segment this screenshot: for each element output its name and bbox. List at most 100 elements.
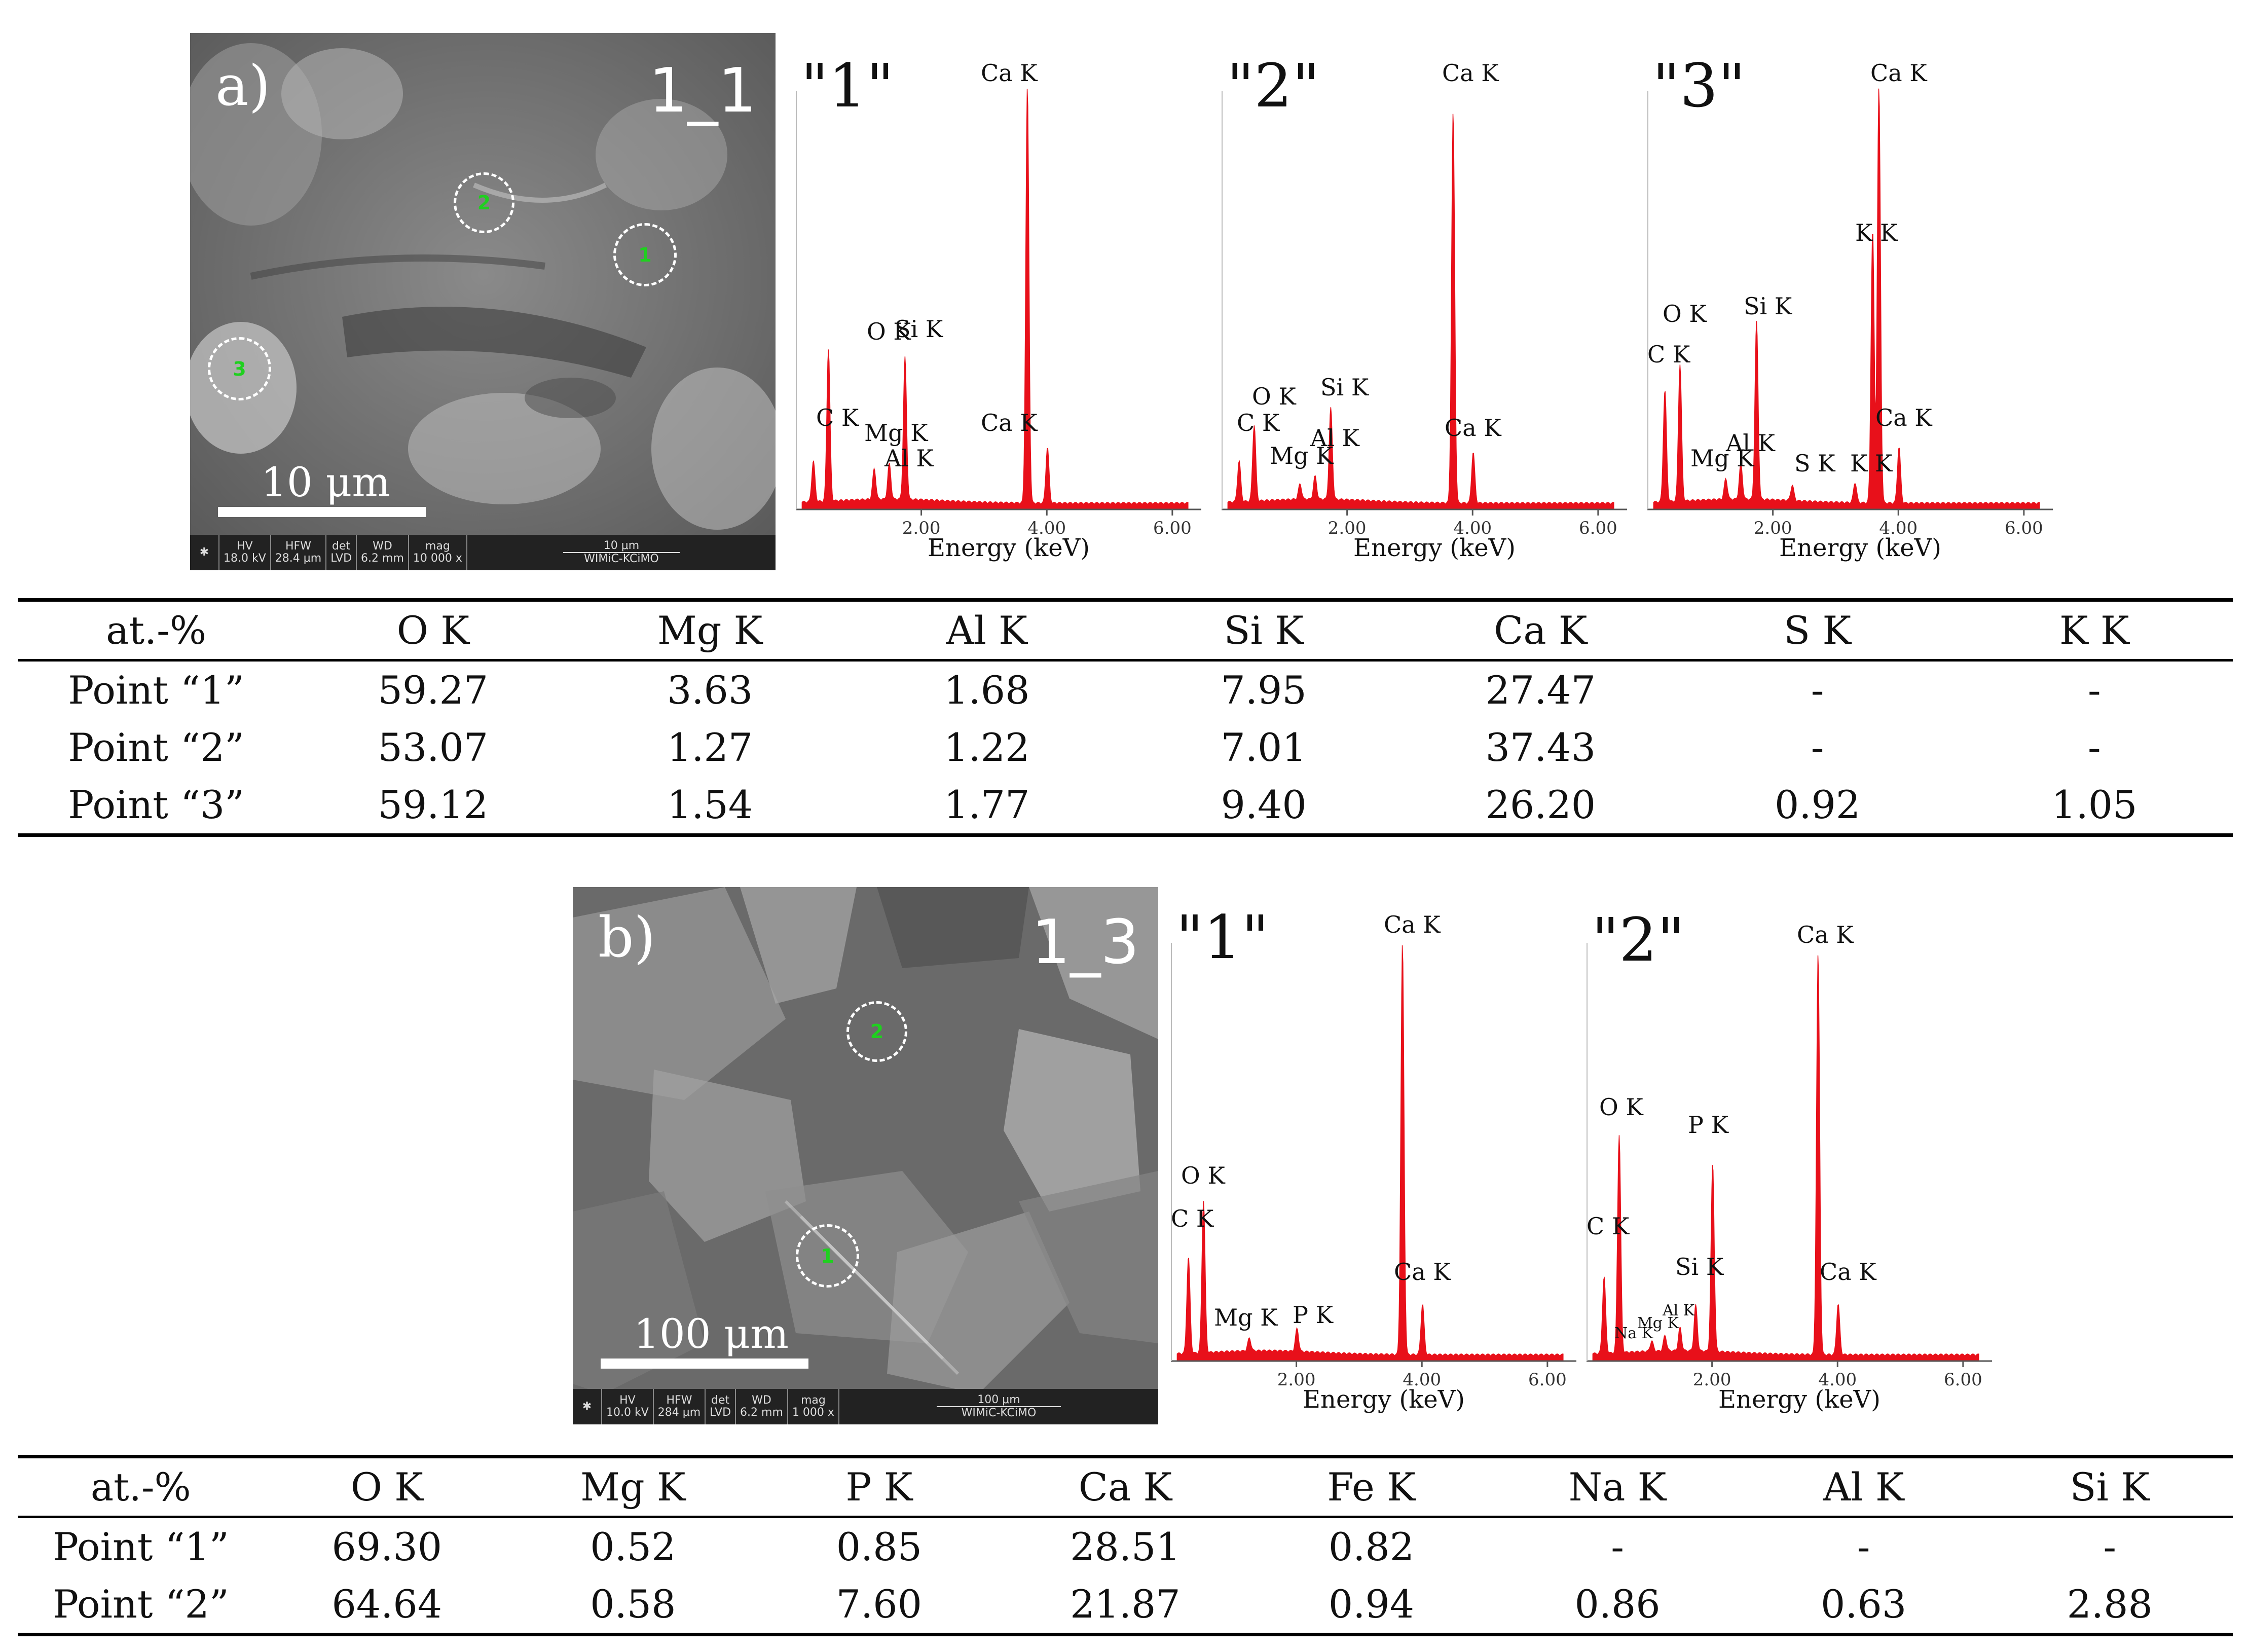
peak-label: Al K [884,445,935,472]
table-cell: 1.54 [571,776,849,837]
peak-label: O K [1252,383,1297,410]
table-cell: 3.63 [667,668,753,713]
table-cell: 7.01 [1221,725,1307,770]
table-header: Al K [848,598,1125,662]
info-det-label: det [332,540,351,553]
table-header: Ca K [1402,598,1679,662]
table-cell: 1.27 [667,725,753,770]
peak-label: Ca K [1445,414,1502,442]
composition-table: at.-% O K Mg K P K Ca K Fe K Na K Al K S… [18,1455,2233,1636]
peak-label: O K [1663,300,1707,327]
x-axis-label: Energy (keV) [928,534,1090,562]
table-cell: 59.27 [378,668,489,713]
table-row: Point “1” 59.27 3.63 1.68 7.95 27.47 - - [18,660,2233,719]
info-mag-label: mag [425,540,450,553]
scale-bar-label: 100 μm [634,1310,789,1357]
peak-label: Mg K [1270,442,1334,469]
eds-spectrum: 2.00 4.00 6.00 C K O K Na K Mg K Al K Si K P K Ca … [1587,892,1997,1419]
peak-label: K K [1850,450,1893,477]
info-wd: 6.2 mm [740,1406,783,1419]
table-cell: 1.05 [1956,776,2233,837]
x-tick-label: 6.00 [1944,1370,1982,1390]
eds-spectrum: 2.00 4.00 6.00 C K O K Mg K Al K Si K Ca K Ca K "1… [796,41,1206,568]
info-hfw-label: HFW [285,540,311,553]
point-marker-label: 2 [477,192,491,214]
spectrum-title: "2" [1227,51,1320,121]
info-org: WIMiC-KCiMO [961,1407,1037,1419]
x-axis-label: Energy (keV) [1718,1385,1881,1414]
table-cell: - [1611,1524,1624,1569]
info-wd-label: WD [752,1394,771,1407]
peak-label: P K [1293,1301,1334,1329]
info-bar: 10 μm [563,540,680,553]
point-marker: 2 [846,1001,907,1062]
point-marker: 1 [613,223,677,286]
x-tick-label: 2.00 [1277,1370,1316,1390]
scale-bar [218,507,426,517]
x-axis-label: Energy (keV) [1779,534,1942,562]
table-cell: Point “1” [68,668,245,713]
info-hfw-label: HFW [666,1394,692,1407]
table-cell: Point “3” [18,776,295,837]
peak-label: K K [1855,219,1898,246]
table-cell: 0.82 [1328,1524,1415,1569]
table-cell: Point “2” [68,725,245,770]
spectrum-plot: 2.00 4.00 6.00 C K O K Mg KAl K Si K Ca K Ca K [796,59,1201,538]
peak-label: Al K [1310,424,1360,452]
point-marker-label: 1 [638,243,652,266]
peak-label: Ca K [1394,1258,1451,1286]
scale-bar-label: 10 μm [261,459,391,506]
spectrum-title: "2" [1592,905,1685,975]
table-header: K K [1956,598,2233,662]
sem-image: a) 1_1 2 1 3 10 μm ✱ HV 18.0 kV HFW 28.4 μ… [190,33,776,570]
table-row: Point “1” 69.30 0.52 0.85 28.51 0.82 - -… [18,1517,2233,1576]
scale-bar [601,1359,808,1369]
table-header: Mg K [571,598,849,662]
info-org: WIMiC-KCiMO [584,553,659,565]
table-header: O K [264,1455,510,1518]
table-cell: - [1811,725,1824,770]
table-cell: 2.88 [1986,1575,2233,1636]
spectrum-title: "1" [1176,902,1269,972]
table-header: Ca K [1002,1455,1248,1518]
table-header: Na K [1494,1455,1741,1518]
info-wd-label: WD [373,540,392,553]
table-row: Point “2” 53.07 1.27 1.22 7.01 37.43 - - [18,719,2233,776]
peak-label: O K [1181,1162,1226,1189]
table-row: Point “3” 59.12 1.54 1.77 9.40 26.20 0.9… [18,776,2233,837]
peak-label: Ca K [1820,1258,1877,1286]
spectrum-plot: 2.00 4.00 6.00 C K O K Mg KAl K Si K S K K K K K C… [1647,59,2053,538]
peak-label: C K [1647,341,1691,368]
peak-label: S K [1794,450,1836,477]
sem-info-bar: ✱ HV 18.0 kV HFW 28.4 μm det LVD WD 6.2 mm m… [190,535,776,570]
composition-table: at.-% O K Mg K Al K Si K Ca K S K K K Po… [18,598,2233,837]
table-header-row: at.-% O K Mg K Al K Si K Ca K S K K K [18,598,2233,662]
peak-label: Ca K [1384,911,1441,938]
point-marker-label: 2 [870,1020,884,1043]
peak-label: Si K [1744,292,1793,320]
peak-label: Al K [1725,429,1776,457]
peak-label: Si K [1320,374,1370,401]
table-cell: - [2088,725,2101,770]
peak-label: Mg K [1214,1304,1278,1331]
info-hv: 18.0 kV [224,552,266,565]
peak-label: Ca K [981,59,1038,87]
peak-label: Si K [895,315,944,343]
sem-info-bar: ✱ HV 10.0 kV HFW 284 μm det LVD WD 6.2 mm ma… [573,1389,1158,1424]
table-cell: 69.30 [331,1524,443,1569]
table-cell: 37.43 [1485,725,1596,770]
info-hv-label: HV [619,1394,636,1407]
peak-label: P K [1688,1111,1729,1139]
sample-id: 1_3 [1031,907,1139,978]
info-det: LVD [710,1406,731,1419]
spectrum-trace [801,88,1189,510]
spectrum-plot: 2.00 4.00 6.00 C K O K Mg K P K Ca K Ca K [1171,911,1576,1390]
x-tick-label: 2.00 [1693,1370,1731,1390]
table-header: at.-% [18,598,295,662]
table-header-row: at.-% O K Mg K P K Ca K Fe K Na K Al K S… [18,1455,2233,1518]
peak-label: Mg K [864,419,929,447]
eds-spectrum: 2.00 4.00 6.00 C K O K Mg K Al K Si K S K K K K K C… [1647,41,2058,568]
table-cell: 7.95 [1221,668,1307,713]
table-header: at.-% [18,1455,264,1518]
peak-label: Ca K [981,409,1038,436]
